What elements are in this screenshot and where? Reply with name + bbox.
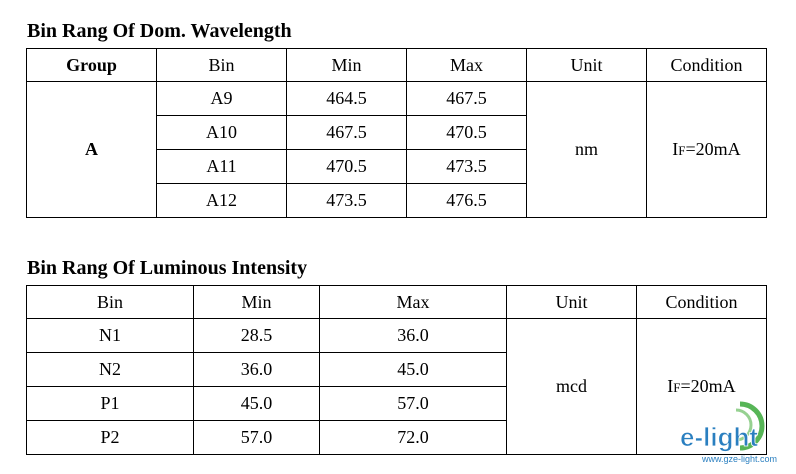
table-header-row: Bin Min Max Unit Condition [26,285,767,319]
table-row: N2 36.0 45.0 [26,352,767,387]
logo-brand: e-light [680,422,758,452]
min-cell: 36.0 [193,352,320,387]
condition-prefix: I [667,376,674,396]
bin-cell: N2 [26,352,194,387]
max-cell: 470.5 [406,115,527,150]
group-cell: A [26,81,157,218]
max-cell: 476.5 [406,183,527,218]
header-group: Group [26,48,157,82]
condition-cell: IF=20mA [636,318,767,455]
header-unit: Unit [526,48,647,82]
min-cell: 473.5 [286,183,407,218]
logo-site: www.gze-light.com [701,454,777,464]
lightbulb-icon [735,401,765,451]
table-row: A11 470.5 473.5 [27,149,767,184]
header-min: Min [286,48,407,82]
table-row: A10 467.5 470.5 [27,115,767,150]
bin-cell: A11 [156,149,287,184]
min-cell: 28.5 [193,318,320,353]
e-light-logo: e-light www.gze-light.com [680,401,777,464]
header-condition: Condition [636,285,767,319]
table-header-row: Group Bin Min Max Unit Condition [26,48,767,82]
min-cell: 464.5 [286,81,407,116]
luminous-bin-table: Bin Min Max Unit Condition N1 28.5 36.0 … [26,285,767,455]
bin-cell: A9 [156,81,287,116]
wavelength-bin-table: Group Bin Min Max Unit Condition A A9 46… [26,48,767,218]
condition-cell: IF=20mA [646,81,767,218]
wavelength-table-title: Bin Rang Of Dom. Wavelength [27,20,292,42]
min-cell: 467.5 [286,115,407,150]
bin-cell: P1 [26,386,194,421]
min-cell: 57.0 [193,420,320,455]
header-condition: Condition [646,48,767,82]
table-row: N1 28.5 36.0 mcd IF=20mA [26,318,767,455]
max-cell: 72.0 [319,420,507,455]
min-cell: 470.5 [286,149,407,184]
header-unit: Unit [506,285,637,319]
unit-cell: nm [526,81,647,218]
header-bin: Bin [156,48,287,82]
header-min: Min [193,285,320,319]
bin-cell: P2 [26,420,194,455]
unit-cell: mcd [506,318,637,455]
header-bin: Bin [26,285,194,319]
table-row: P1 45.0 57.0 [26,386,767,421]
condition-prefix: I [672,139,679,159]
max-cell: 36.0 [319,318,507,353]
table-row: P2 57.0 72.0 [26,420,767,455]
bin-cell: A10 [156,115,287,150]
min-cell: 45.0 [193,386,320,421]
bin-cell: A12 [156,183,287,218]
max-cell: 473.5 [406,149,527,184]
max-cell: 45.0 [319,352,507,387]
max-cell: 467.5 [406,81,527,116]
max-cell: 57.0 [319,386,507,421]
table-row: A12 473.5 476.5 [27,183,767,218]
condition-subscript: F [673,380,681,395]
condition-value: =20mA [685,139,741,159]
bin-cell: N1 [26,318,194,353]
header-max: Max [319,285,507,319]
luminous-table-title: Bin Rang Of Luminous Intensity [27,257,308,279]
header-max: Max [406,48,527,82]
condition-subscript: F [678,143,686,158]
condition-value: =20mA [680,376,736,396]
table-row: A A9 464.5 467.5 nm IF=20mA [26,81,767,218]
